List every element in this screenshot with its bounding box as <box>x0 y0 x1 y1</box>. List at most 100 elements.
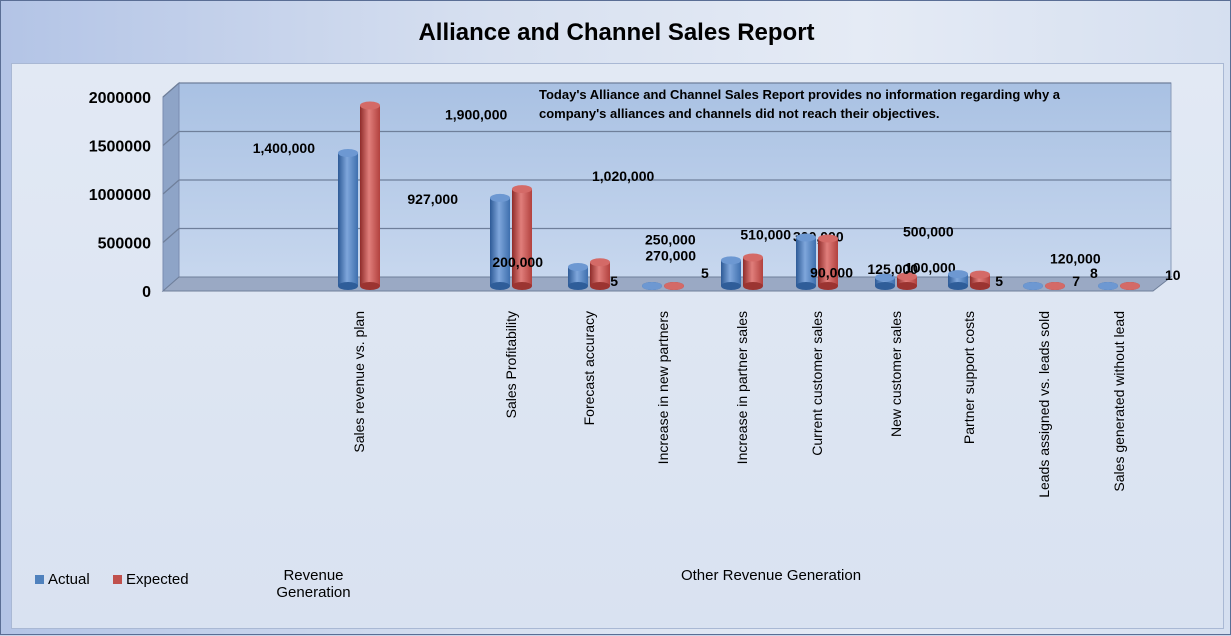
bar-body <box>490 197 510 286</box>
y-tick-label: 1500000 <box>89 139 151 156</box>
bar-top <box>721 256 741 265</box>
bar-base <box>897 282 917 290</box>
gridline-side <box>162 228 180 243</box>
bar-top <box>512 185 532 194</box>
category-label-current-customer-sales: Current customer sales <box>809 311 825 456</box>
bar-actual-sales-revenue-vs-plan <box>338 149 358 290</box>
y-tick-label: 500000 <box>98 236 151 253</box>
bar-actual-sales-profitability <box>490 193 510 290</box>
bar-base <box>818 282 838 290</box>
bar-top <box>743 253 763 262</box>
bar-expected-new-customer-sales <box>897 272 917 290</box>
data-label-expected-forecast-accuracy: 250,000 <box>645 231 696 247</box>
bar-body <box>590 262 610 286</box>
bar-actual-leads-assigned-vs-leads-sold <box>1023 281 1043 290</box>
bar-expected-partner-support-costs <box>970 270 990 290</box>
chart-title: Alliance and Channel Sales Report <box>418 19 815 46</box>
legend-swatch-expected <box>113 575 122 584</box>
bar-base <box>568 282 588 290</box>
bar-top <box>897 272 917 281</box>
gridline-side <box>162 82 180 98</box>
y-tick-label: 0 <box>142 284 151 301</box>
bar-top <box>590 258 610 267</box>
bar-actual-increase-in-new-partners <box>642 281 662 290</box>
bar-body <box>818 238 838 286</box>
bar-body <box>897 276 917 286</box>
bar-base <box>512 282 532 290</box>
data-label-expected-sales-revenue-vs-plan: 1,900,000 <box>445 107 507 123</box>
group-label-other: Other Revenue Generation <box>621 567 921 584</box>
bar-base <box>948 282 968 290</box>
bar-base <box>490 282 510 290</box>
bar-expected-forecast-accuracy <box>590 258 610 290</box>
bar-base <box>970 282 990 290</box>
data-label-expected-current-customer-sales: 500,000 <box>903 224 954 240</box>
group-label-revenue: Revenue Generation <box>251 567 376 601</box>
bar-base <box>338 282 358 290</box>
data-label-expected-partner-support-costs: 120,000 <box>1050 251 1101 267</box>
bar-top <box>360 101 380 110</box>
bar-top <box>970 270 990 279</box>
data-label-expected-sales-profitability: 1,020,000 <box>592 168 654 184</box>
chart-annotation-line: Today's Alliance and Channel Sales Repor… <box>539 87 1061 102</box>
bar-top <box>664 281 684 290</box>
bar-body <box>721 260 741 286</box>
data-label-actual-new-customer-sales: 90,000 <box>810 264 853 280</box>
legend-label-actual: Actual <box>48 571 90 588</box>
bar-actual-partner-support-costs <box>948 270 968 290</box>
bar-body <box>970 274 990 286</box>
bar-top <box>948 270 968 279</box>
bar-actual-sales-generated-without-lead <box>1098 281 1118 290</box>
group-label-other-line1: Other Revenue Generation <box>680 567 862 584</box>
bar-expected-increase-in-new-partners <box>664 281 684 290</box>
category-label-forecast-accuracy: Forecast accuracy <box>581 311 597 425</box>
bar-actual-new-customer-sales <box>875 273 895 290</box>
y-tick-label: 2000000 <box>89 90 151 107</box>
data-label-expected-sales-generated-without-lead: 10 <box>1165 267 1181 283</box>
bar-top <box>568 263 588 271</box>
data-label-expected-new-customer-sales: 100,000 <box>905 260 956 276</box>
chart-annotation-line: company's alliances and channels did not… <box>539 106 939 121</box>
bar-base <box>796 282 816 290</box>
bar-base <box>721 282 741 290</box>
bar-top <box>1098 281 1118 290</box>
category-label-partner-support-costs: Partner support costs <box>961 311 977 444</box>
bar-body <box>338 153 358 286</box>
bar-body <box>948 274 968 286</box>
group-label-revenue-line1: Revenue <box>283 567 344 584</box>
bar-body <box>568 267 588 286</box>
bar-expected-leads-assigned-vs-leads-sold <box>1045 281 1065 290</box>
bar-top <box>1045 281 1065 290</box>
category-label-increase-in-new-partners: Increase in new partners <box>655 311 671 464</box>
category-label-new-customer-sales: New customer sales <box>888 311 904 437</box>
legend-label-expected: Expected <box>126 571 189 588</box>
bar-top <box>818 234 838 243</box>
bar-base <box>743 282 763 290</box>
legend-item-actual: Actual <box>35 571 90 588</box>
bar-top <box>1120 281 1140 290</box>
data-label-actual-current-customer-sales: 510,000 <box>740 227 791 243</box>
data-label-actual-partner-support-costs: 125,000 <box>867 261 918 277</box>
bar-expected-sales-generated-without-lead <box>1120 281 1140 290</box>
bar-top <box>1023 281 1043 290</box>
bar-expected-sales-profitability <box>512 185 532 290</box>
y-tick-label: 1000000 <box>89 187 151 204</box>
data-label-actual-sales-generated-without-lead: 7 <box>1072 273 1080 289</box>
group-label-revenue-line2: Generation <box>276 584 351 601</box>
category-label-leads-assigned-vs-leads-sold: Leads assigned vs. leads sold <box>1036 311 1052 498</box>
data-label-expected-leads-assigned-vs-leads-sold: 8 <box>1090 265 1098 281</box>
chart-annotation: Today's Alliance and Channel Sales Repor… <box>539 87 1061 121</box>
bar-body <box>875 277 895 286</box>
bar-top <box>338 149 358 157</box>
category-label-increase-in-partner-sales: Increase in partner sales <box>734 311 750 464</box>
bar-base <box>360 282 380 290</box>
gridline-side <box>162 131 180 146</box>
bar-expected-current-customer-sales <box>818 234 838 290</box>
data-label-actual-increase-in-partner-sales: 270,000 <box>645 247 696 263</box>
bar-body <box>796 237 816 286</box>
bar-top <box>796 233 816 242</box>
gridline-side <box>162 179 180 195</box>
bar-top <box>875 273 895 282</box>
